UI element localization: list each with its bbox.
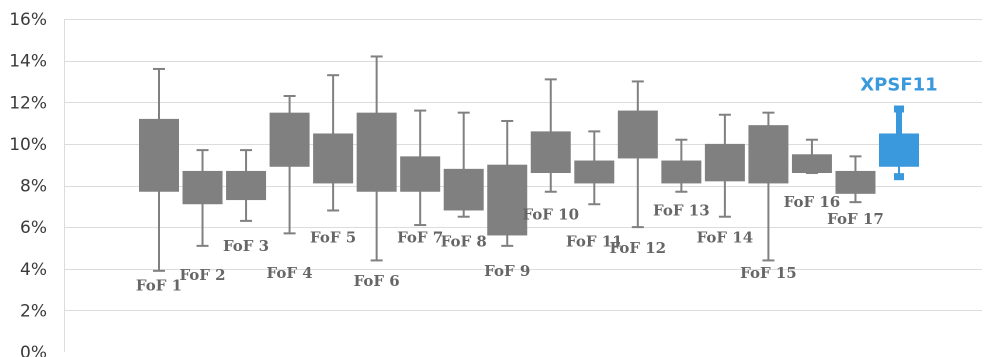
box-body xyxy=(139,118,179,192)
box-18 xyxy=(879,105,919,181)
box-label: FoF 17 xyxy=(827,210,884,228)
box-9 xyxy=(487,119,528,247)
box-10 xyxy=(530,78,571,193)
box-label: FoF 2 xyxy=(179,266,225,284)
box-body xyxy=(182,170,223,205)
y-tick-label: 10% xyxy=(9,135,47,155)
box-body xyxy=(791,154,832,174)
box-16 xyxy=(791,138,832,175)
box-15 xyxy=(748,111,789,262)
whisker-stem xyxy=(896,108,902,135)
y-tick-label: 12% xyxy=(9,93,47,113)
box-body xyxy=(443,168,484,211)
box-3 xyxy=(226,149,267,222)
box-6 xyxy=(356,55,397,262)
y-tick-label: 6% xyxy=(20,218,47,238)
box-label: FoF 15 xyxy=(740,264,797,282)
box-14 xyxy=(704,113,745,218)
box-12 xyxy=(617,80,658,229)
boxes xyxy=(139,55,919,272)
box-7 xyxy=(400,109,441,227)
box-label: FoF 14 xyxy=(697,229,754,247)
box-8 xyxy=(443,111,484,218)
box-body xyxy=(879,133,919,167)
box-11 xyxy=(574,130,615,206)
box-label: FoF 9 xyxy=(484,262,530,280)
box-label: FoF 10 xyxy=(522,206,579,224)
box-5 xyxy=(313,74,354,212)
box-body xyxy=(487,164,528,236)
box-body xyxy=(661,160,702,184)
y-tick-label: 0% xyxy=(20,343,47,357)
y-tick-label: 2% xyxy=(20,301,47,321)
box-label: FoF 6 xyxy=(354,272,400,290)
box-label: XPSF11 xyxy=(860,75,937,96)
box-body xyxy=(530,131,571,174)
whisker-cap-min xyxy=(894,173,904,181)
box-body xyxy=(704,143,745,182)
box-label: FoF 7 xyxy=(397,229,443,247)
box-label: FoF 12 xyxy=(610,239,667,257)
box-body xyxy=(226,170,267,201)
box-body xyxy=(400,156,441,192)
box-label: FoF 13 xyxy=(653,201,710,219)
box-1 xyxy=(139,67,179,272)
box-13 xyxy=(661,138,702,193)
box-2 xyxy=(182,149,223,247)
box-label: FoF 16 xyxy=(784,193,841,211)
box-17 xyxy=(835,155,876,204)
box-label: FoF 11 xyxy=(566,233,623,251)
y-tick-label: 14% xyxy=(9,52,47,72)
box-label: FoF 3 xyxy=(223,237,269,255)
y-tick-label: 8% xyxy=(20,177,47,197)
box-label: FoF 5 xyxy=(310,229,356,247)
box-body xyxy=(269,112,310,167)
box-4 xyxy=(269,95,310,235)
box-body xyxy=(574,160,615,184)
box-body xyxy=(313,133,354,184)
box-label: FoF 4 xyxy=(267,264,313,282)
box-body xyxy=(748,125,789,184)
box-body xyxy=(835,170,876,194)
y-tick-label: 4% xyxy=(20,260,47,280)
box-body xyxy=(617,110,658,159)
y-axis-tick-labels: 0% 2% 4% 6% 8% 10% 12% 14% 16% xyxy=(9,10,47,357)
box-label: FoF 8 xyxy=(441,233,487,251)
box-body xyxy=(356,112,397,192)
y-tick-label: 16% xyxy=(9,10,47,30)
box-label: FoF 1 xyxy=(136,276,182,294)
